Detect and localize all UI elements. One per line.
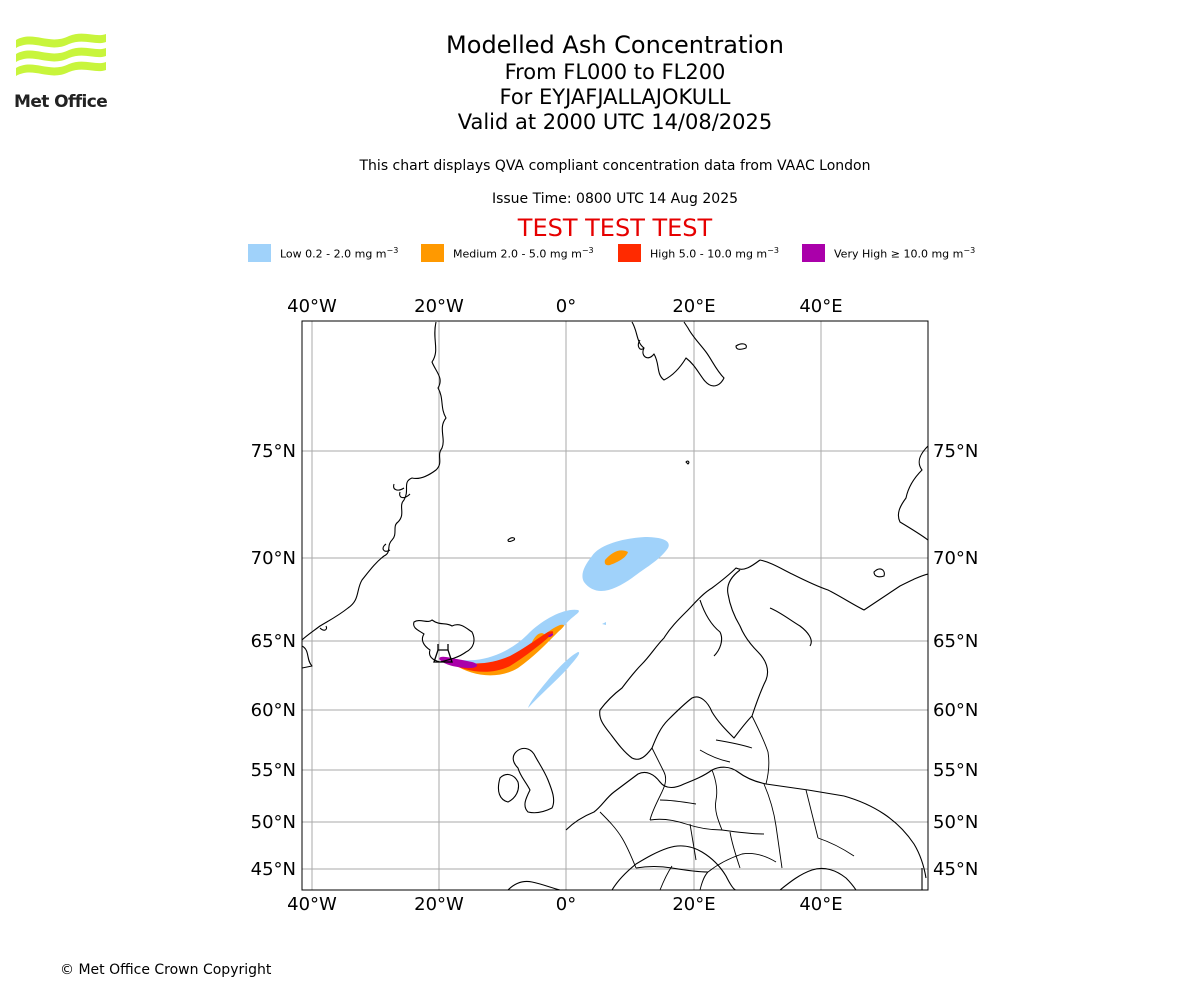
- valid-time: Valid at 2000 UTC 14/08/2025: [457, 110, 773, 134]
- legend-label-medium: Medium 2.0 - 5.0 mg m−3: [453, 246, 594, 261]
- lon-label-bottom-40e: 40°E: [799, 894, 842, 915]
- lon-label-top-0: 0°: [556, 296, 576, 317]
- lat-label-right-65n: 65°N: [933, 631, 978, 652]
- gridlines: [302, 321, 928, 890]
- ash-low-concentration: [450, 537, 669, 708]
- chart-titles: Modelled Ash Concentration From FL000 to…: [0, 30, 1200, 135]
- coastline-greenland: [302, 321, 447, 641]
- coastline-svalbard: [631, 321, 725, 387]
- met-office-logo-icon: [16, 33, 106, 76]
- coastline-ireland: [497, 773, 520, 803]
- legend-label-low: Low 0.2 - 2.0 mg m−3: [280, 246, 398, 261]
- legend-exp-high: −3: [767, 246, 779, 255]
- legend-swatch-very-high: [802, 244, 825, 262]
- legend-swatch-high: [618, 244, 641, 262]
- coastlines: [302, 321, 928, 890]
- chart-description: This chart displays QVA compliant concen…: [359, 158, 871, 174]
- volcano-name: For EYJAFJALLAJOKULL: [499, 85, 731, 109]
- lat-label-left-50n: 50°N: [251, 812, 296, 833]
- legend-swatch-medium: [421, 244, 444, 262]
- lon-label-bottom-40w: 40°W: [287, 894, 337, 915]
- lon-label-bottom-20e: 20°E: [672, 894, 715, 915]
- lat-label-right-55n: 55°N: [933, 760, 978, 781]
- lat-label-right-75n: 75°N: [933, 441, 978, 462]
- test-banner: TEST TEST TEST: [517, 214, 713, 242]
- lon-label-top-40w: 40°W: [287, 296, 337, 317]
- lon-label-bottom-20w: 20°W: [414, 894, 464, 915]
- lon-label-top-20w: 20°W: [414, 296, 464, 317]
- lon-label-top-20e: 20°E: [672, 296, 715, 317]
- legend-exp-very-high: −3: [963, 246, 976, 255]
- lat-label-left-45n: 45°N: [251, 859, 296, 880]
- lat-label-right-45n: 45°N: [933, 859, 978, 880]
- lat-label-left-65n: 65°N: [251, 631, 296, 652]
- coastline-novaya-zemlya: [897, 445, 928, 541]
- ash-high-concentration: [447, 631, 554, 672]
- legend-text-very-high: Very High ≥ 10.0 mg m: [834, 247, 964, 261]
- coastline-continental-europe: [565, 766, 845, 831]
- lat-label-right-60n: 60°N: [933, 700, 978, 721]
- legend-text-low: Low 0.2 - 2.0 mg m: [280, 247, 387, 261]
- volcano-icon: [433, 644, 453, 663]
- issue-time: Issue Time: 0800 UTC 14 Aug 2025: [491, 191, 739, 207]
- legend-text-high: High 5.0 - 10.0 mg m: [650, 247, 768, 261]
- lat-label-left-60n: 60°N: [251, 700, 296, 721]
- legend-text-medium: Medium 2.0 - 5.0 mg m: [453, 247, 582, 261]
- lat-label-right-70n: 70°N: [933, 548, 978, 569]
- coastline-scandinavia: [599, 559, 761, 760]
- lat-label-left-75n: 75°N: [251, 441, 296, 462]
- lon-label-top-40e: 40°E: [799, 296, 842, 317]
- map-frame: [301, 320, 929, 891]
- chart-title: Modelled Ash Concentration: [446, 31, 784, 59]
- flight-level-range: From FL000 to FL200: [504, 60, 726, 84]
- coastline-iceland: [413, 619, 475, 663]
- copyright-notice: © Met Office Crown Copyright: [60, 962, 272, 978]
- legend-label-high: High 5.0 - 10.0 mg m−3: [650, 246, 779, 261]
- legend-exp-low: −3: [386, 246, 399, 255]
- lon-label-bottom-0: 0°: [556, 894, 576, 915]
- lat-label-left-70n: 70°N: [251, 548, 296, 569]
- lat-label-right-50n: 50°N: [933, 812, 978, 833]
- legend-label-very-high: Very High ≥ 10.0 mg m−3: [834, 246, 975, 261]
- logo-text: Met Office: [14, 92, 108, 112]
- coastline-great-britain: [512, 747, 555, 814]
- legend-swatch-low: [248, 244, 271, 262]
- lat-label-left-55n: 55°N: [251, 760, 296, 781]
- country-borders: [599, 715, 855, 890]
- legend-exp-medium: −3: [581, 246, 594, 255]
